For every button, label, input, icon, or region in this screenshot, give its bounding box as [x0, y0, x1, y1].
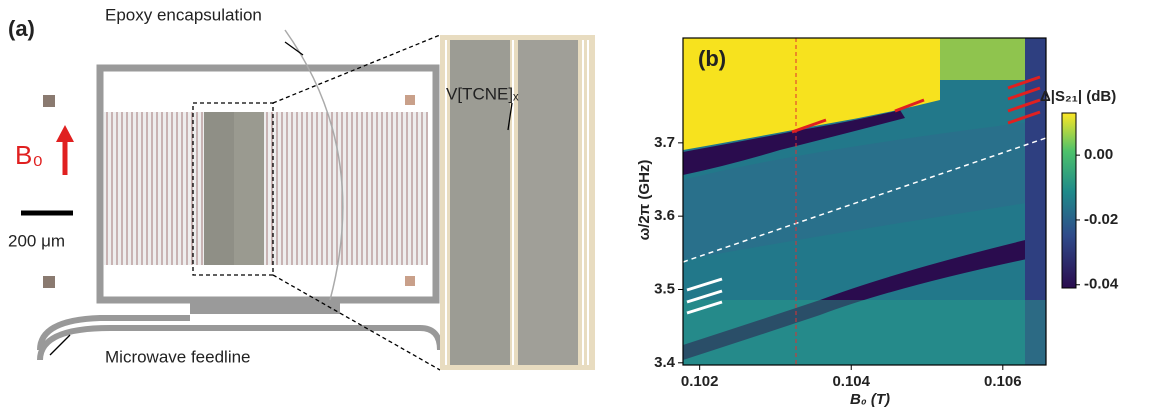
page: {"panel_a": {"label": "(a)", "epoxy": "E…: [0, 0, 1154, 410]
heatmap: [683, 38, 1046, 365]
field-label: B₀: [15, 140, 43, 170]
y-tick-label: 3.4: [654, 354, 676, 371]
annotation: Epoxy encapsulation: [105, 5, 262, 24]
panel-label: (a): [8, 16, 35, 41]
colorbar-tick-label: -0.04: [1084, 276, 1119, 293]
colorbar-tick-label: -0.02: [1084, 211, 1118, 228]
x-axis-label: B₀ (T): [850, 391, 890, 408]
figure: (a) Epoxy encapsulation B₀ 200 μm Microw…: [0, 0, 1154, 410]
annotation: V[TCNE]ₓ: [446, 84, 519, 103]
x-tick-label: 0.102: [681, 373, 719, 390]
annotation: Microwave feedline: [105, 347, 251, 366]
x-tick-label: 0.106: [984, 373, 1022, 390]
y-tick-label: 3.6: [654, 207, 675, 224]
panel-label: (b): [698, 46, 726, 71]
y-tick-label: 3.5: [654, 280, 675, 297]
colorbar-label: Δ|S₂₁| (dB): [1040, 88, 1116, 105]
scale-label: 200 μm: [8, 231, 65, 250]
y-axis-label: ω/2π (GHz): [636, 160, 653, 241]
y-tick-label: 3.7: [654, 134, 675, 151]
x-tick-label: 0.104: [832, 373, 870, 390]
colorbar: [1062, 113, 1076, 288]
colorbar-tick-label: 0.00: [1084, 146, 1113, 163]
micrograph: [21, 30, 595, 370]
